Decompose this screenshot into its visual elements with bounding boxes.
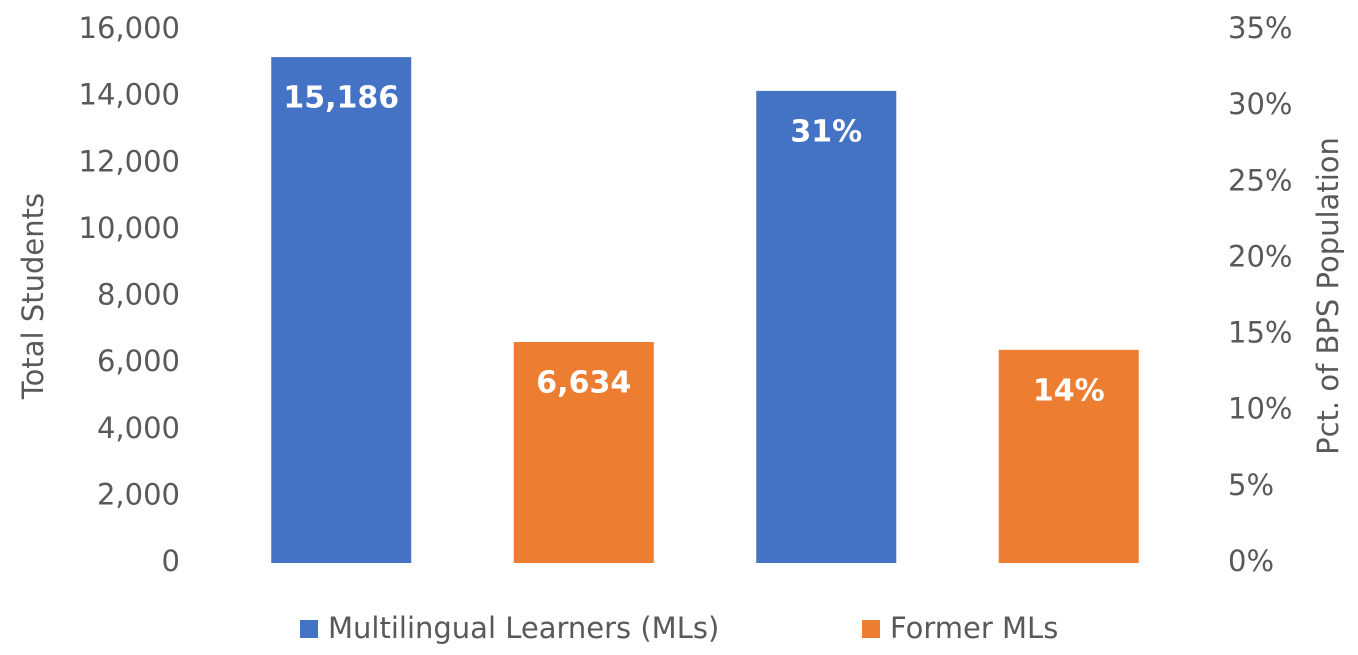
y-tick-label: 16,000 [79,11,180,45]
value-label: 6,634 [536,366,631,401]
y2-tick-label: 30% [1228,87,1292,121]
y2-tick-label: 0% [1228,544,1274,578]
y2-tick-label: 35% [1228,11,1292,45]
y-tick-label: 6,000 [97,344,180,378]
y2-tick-label: 15% [1228,316,1292,350]
y2-tick-label: 5% [1228,468,1274,502]
legend-swatch [300,620,318,638]
value-label: 15,186 [283,81,399,116]
y-axis-label: Total Students [16,193,50,400]
legend-swatch [862,620,880,638]
y-tick-label: 8,000 [97,278,180,312]
bar [998,349,1139,563]
y2-axis-label: Pct. of BPS Population [1311,137,1345,455]
y-tick-label: 0 [162,544,180,578]
value-label: 31% [790,114,862,149]
y-tick-label: 2,000 [97,477,180,511]
bar [756,90,897,564]
y2-tick-label: 25% [1228,163,1292,197]
legend-label: Multilingual Learners (MLs) [328,611,719,645]
y-tick-label: 4,000 [97,411,180,445]
y-tick-label: 10,000 [79,211,180,245]
bar [271,57,412,564]
bar [513,342,654,563]
value-label: 14% [1033,373,1105,408]
legend-label: Former MLs [890,611,1058,645]
y2-tick-label: 20% [1228,239,1292,273]
y2-tick-label: 10% [1228,392,1292,426]
y-tick-label: 14,000 [79,78,180,112]
y-tick-label: 12,000 [79,144,180,178]
